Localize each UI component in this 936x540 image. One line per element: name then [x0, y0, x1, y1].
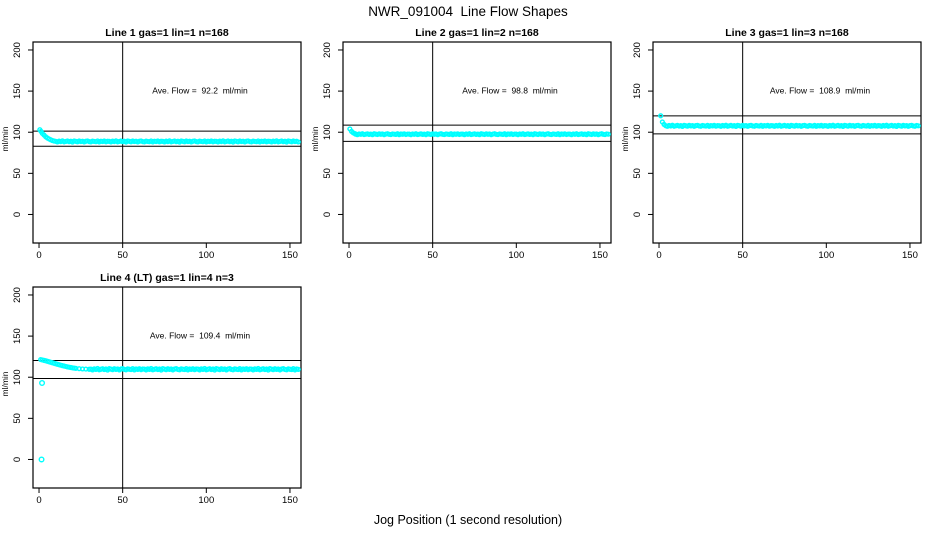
x-tick-label: 100: [508, 250, 524, 261]
average-flow-annotation: Ave. Flow = 108.9 ml/min: [770, 86, 871, 96]
y-tick-label: 50: [322, 168, 333, 179]
y-tick-label: 50: [632, 168, 643, 179]
flow-points: [38, 356, 301, 463]
x-tick-label: 100: [198, 250, 214, 261]
x-tick-label: 150: [902, 250, 918, 261]
y-tick-label: 150: [322, 83, 333, 99]
flow-point: [38, 456, 45, 463]
x-tick-label: 100: [198, 495, 214, 506]
y-tick-label: 200: [12, 42, 23, 58]
flow-point: [295, 366, 301, 372]
y-tick-label: 50: [12, 168, 23, 179]
y-axis-title: ml/min: [0, 371, 10, 396]
panel-line-2: Line 2 gas=1 lin=2 n=168 0 50 100 150 0 50 100 1…: [310, 27, 612, 261]
flow-point: [295, 139, 301, 145]
y-tick-label: 200: [632, 42, 643, 58]
x-tick-label: 0: [36, 250, 41, 261]
flow-point: [605, 131, 611, 137]
y-axis-title: ml/min: [620, 126, 630, 151]
y-tick-label: 100: [632, 124, 643, 140]
x-tick-label: 0: [36, 495, 41, 506]
panel-line-3: Line 3 gas=1 lin=3 n=168 0 50 100 150 0 50 100 1…: [620, 27, 922, 261]
x-tick-label: 50: [737, 250, 748, 261]
y-tick-label: 150: [12, 83, 23, 99]
average-flow-annotation: Ave. Flow = 92.2 ml/min: [152, 86, 248, 96]
y-tick-label: 150: [632, 83, 643, 99]
y-tick-label: 100: [12, 369, 23, 385]
x-tick-label: 0: [346, 250, 351, 261]
y-axis-title: ml/min: [0, 126, 10, 151]
y-tick-label: 50: [12, 413, 23, 424]
x-tick-label: 0: [656, 250, 661, 261]
flow-points: [347, 126, 611, 138]
plot-box: [32, 286, 302, 489]
main-title: NWR_091004 Line Flow Shapes: [368, 4, 568, 19]
flow-points: [658, 113, 921, 129]
y-tick-label: 200: [12, 287, 23, 303]
x-tick-label: 50: [117, 495, 128, 506]
panel-title: Line 1 gas=1 lin=1 n=168: [105, 27, 229, 39]
x-tick-label: 50: [117, 250, 128, 261]
y-tick-label: 150: [12, 328, 23, 344]
y-tick-label: 0: [322, 212, 333, 217]
panel-title: Line 3 gas=1 lin=3 n=168: [725, 27, 849, 39]
plot-box: [652, 41, 922, 244]
y-tick-label: 0: [12, 212, 23, 217]
y-tick-label: 100: [12, 124, 23, 140]
plot-box: [32, 41, 302, 244]
x-tick-label: 150: [282, 495, 298, 506]
y-tick-label: 100: [322, 124, 333, 140]
panel-line-1: Line 1 gas=1 lin=1 n=168 0 50 100 150 0 50 100 1…: [0, 27, 302, 261]
panel-line-4: Line 4 (LT) gas=1 lin=4 n=3 0 50 100 150 0 50 1…: [0, 272, 302, 506]
average-flow-annotation: Ave. Flow = 98.8 ml/min: [462, 86, 558, 96]
y-tick-label: 0: [12, 457, 23, 462]
plot-box: [342, 41, 612, 244]
flow-point: [915, 123, 921, 129]
y-tick-label: 0: [632, 212, 643, 217]
flow-point: [39, 379, 46, 386]
y-tick-label: 200: [322, 42, 333, 58]
flow-points: [37, 127, 301, 145]
average-flow-annotation: Ave. Flow = 109.4 ml/min: [150, 331, 251, 341]
x-tick-label: 100: [818, 250, 834, 261]
panels-container: Line 1 gas=1 lin=1 n=168 0 50 100 150 0 50 100 1…: [0, 24, 936, 511]
x-axis-label: Jog Position (1 second resolution): [373, 513, 563, 527]
panel-title: Line 2 gas=1 lin=2 n=168: [415, 27, 539, 39]
y-axis-title: ml/min: [310, 126, 320, 151]
x-tick-label: 150: [282, 250, 298, 261]
flow-point: [658, 113, 664, 119]
panel-title: Line 4 (LT) gas=1 lin=4 n=3: [100, 272, 234, 284]
x-tick-label: 50: [427, 250, 438, 261]
x-tick-label: 150: [592, 250, 608, 261]
